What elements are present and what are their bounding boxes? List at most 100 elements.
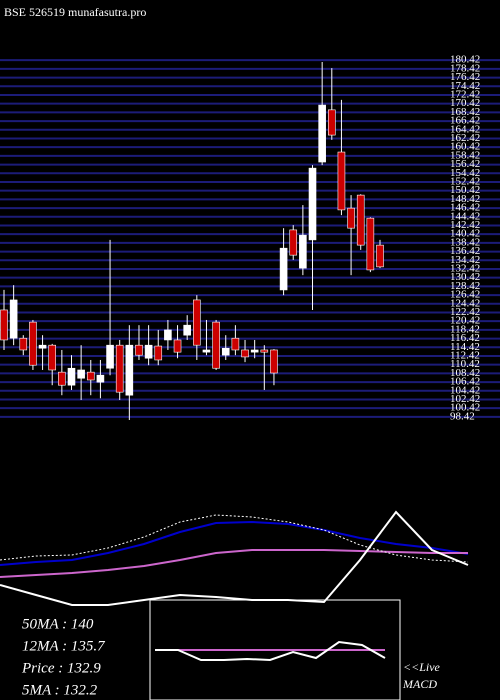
macd-panel bbox=[155, 640, 386, 662]
y-tick-label: 162.42 bbox=[450, 132, 480, 144]
y-tick-label: 102.42 bbox=[450, 393, 480, 405]
candle-body bbox=[86, 371, 95, 381]
stat-label: 50MA : 140 bbox=[22, 616, 94, 632]
candle-body bbox=[193, 299, 201, 346]
candle-body bbox=[279, 247, 288, 291]
y-tick-label: 156.42 bbox=[450, 158, 480, 170]
y-tick-label: 154.42 bbox=[450, 167, 480, 179]
candle-body bbox=[19, 337, 28, 351]
y-tick-label: 132.42 bbox=[450, 263, 480, 275]
candle-body bbox=[347, 207, 355, 229]
candle-body bbox=[337, 151, 346, 211]
y-tick-label: 124.42 bbox=[450, 297, 480, 309]
y-tick-label: 164.42 bbox=[450, 123, 480, 135]
y-tick-label: 114.42 bbox=[450, 341, 480, 353]
candle-body bbox=[308, 167, 317, 241]
y-tick-label: 170.42 bbox=[450, 97, 480, 109]
y-tick-label: 146.42 bbox=[450, 202, 480, 214]
candle-body bbox=[164, 329, 172, 341]
candle-body bbox=[77, 369, 85, 379]
candle-body bbox=[106, 344, 114, 369]
y-tick-label: 136.42 bbox=[450, 245, 480, 257]
candle-body bbox=[241, 349, 249, 358]
candle-body bbox=[299, 234, 307, 269]
candle-body bbox=[183, 324, 191, 336]
y-tick-label: 176.42 bbox=[450, 71, 480, 83]
candle-body bbox=[29, 321, 37, 366]
y-tick-label: 140.42 bbox=[450, 228, 480, 240]
candle-body bbox=[38, 344, 47, 349]
y-tick-label: 148.42 bbox=[450, 193, 480, 205]
candle-body bbox=[144, 344, 153, 359]
y-tick-label: 142.42 bbox=[450, 219, 480, 231]
macd-label: MACD bbox=[402, 677, 437, 691]
y-tick-label: 110.42 bbox=[450, 358, 480, 370]
y-tick-label: 134.42 bbox=[450, 254, 480, 266]
candle-body bbox=[135, 344, 143, 356]
chart-title: BSE 526519 munafasutra.pro bbox=[4, 5, 146, 19]
series-line bbox=[0, 549, 468, 578]
y-tick-label: 104.42 bbox=[450, 384, 480, 396]
series-line bbox=[0, 520, 469, 566]
candle-body bbox=[48, 344, 57, 371]
macd-label: <<Live bbox=[403, 660, 441, 674]
candle-body bbox=[260, 349, 269, 353]
y-tick-label: 130.42 bbox=[450, 271, 480, 283]
y-tick-label: 144.42 bbox=[450, 210, 480, 222]
y-tick-label: 150.42 bbox=[450, 184, 480, 196]
y-tick-label: 158.42 bbox=[450, 149, 480, 161]
candle-body bbox=[289, 229, 298, 256]
y-tick-label: 108.42 bbox=[450, 367, 480, 379]
candle-body bbox=[125, 344, 134, 396]
y-tick-label: 180.42 bbox=[450, 54, 480, 66]
y-tick-label: 118.42 bbox=[450, 323, 480, 335]
candle-body bbox=[9, 299, 18, 339]
candle-body bbox=[115, 344, 124, 393]
candle-body bbox=[356, 194, 365, 246]
y-tick-label: 112.42 bbox=[450, 350, 480, 362]
candle-body bbox=[327, 109, 336, 136]
y-tick-label: 122.42 bbox=[450, 306, 480, 318]
y-tick-label: 168.42 bbox=[450, 106, 480, 118]
candle-body bbox=[154, 345, 163, 361]
candles bbox=[0, 62, 384, 420]
series-line bbox=[0, 510, 469, 606]
y-tick-label: 166.42 bbox=[450, 115, 480, 127]
y-tick-label: 160.42 bbox=[450, 141, 480, 153]
candle-body bbox=[318, 104, 326, 163]
y-tick-label: 100.42 bbox=[450, 402, 480, 414]
candle-body bbox=[212, 321, 220, 369]
y-tick-label: 106.42 bbox=[450, 376, 480, 388]
macd-frame bbox=[149, 599, 401, 700]
candle-body bbox=[0, 309, 8, 341]
y-tick-label: 172.42 bbox=[450, 89, 480, 101]
series-line bbox=[0, 514, 469, 563]
candle-body bbox=[270, 349, 278, 374]
y-tick-label: 128.42 bbox=[450, 280, 480, 292]
series-line bbox=[155, 640, 386, 662]
candle-body bbox=[96, 374, 105, 383]
y-tick-label: 152.42 bbox=[450, 176, 480, 188]
candle-body bbox=[231, 337, 240, 351]
candle-body bbox=[366, 217, 375, 271]
candle-body bbox=[58, 371, 66, 386]
y-tick-label: 98.42 bbox=[450, 410, 475, 422]
stat-label: 5MA : 132.2 bbox=[22, 682, 98, 698]
y-tick-label: 120.42 bbox=[450, 315, 480, 327]
candle-body bbox=[376, 244, 384, 268]
y-tick-label: 116.42 bbox=[450, 332, 480, 344]
stat-label: 12MA : 135.7 bbox=[22, 638, 106, 654]
stat-label: Price : 132.9 bbox=[21, 660, 101, 676]
y-tick-label: 126.42 bbox=[450, 289, 480, 301]
candle-body bbox=[173, 339, 182, 353]
candle-body bbox=[67, 367, 76, 386]
y-tick-label: 174.42 bbox=[450, 80, 480, 92]
grid bbox=[0, 59, 500, 418]
y-tick-label: 178.42 bbox=[450, 62, 480, 74]
candle-body bbox=[250, 349, 259, 353]
candle-body bbox=[202, 349, 211, 353]
candle-body bbox=[221, 347, 230, 356]
indicator-panel bbox=[0, 510, 469, 606]
